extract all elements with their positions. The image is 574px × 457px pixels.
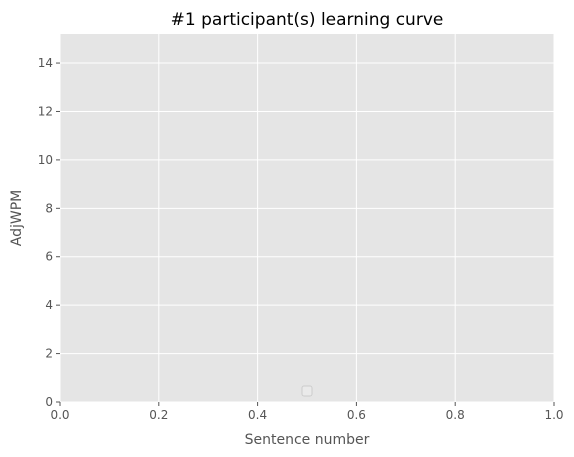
y-axis-label: AdjWPM: [9, 190, 25, 246]
legend: [301, 385, 313, 397]
y-tick-label: 14: [38, 56, 53, 70]
x-tick-label: 0.2: [149, 408, 168, 422]
y-tick-label: 8: [45, 201, 53, 215]
x-tick-label: 1.0: [544, 408, 563, 422]
y-tick-label: 0: [45, 395, 53, 409]
y-tick-label: 4: [45, 298, 53, 312]
legend-box: [301, 385, 313, 397]
x-axis-label: Sentence number: [245, 432, 370, 448]
grid-lines: [59, 34, 555, 403]
x-tick-label: 0.8: [446, 408, 465, 422]
x-tick-label: 0.6: [347, 408, 366, 422]
x-tick-label: 0.4: [248, 408, 267, 422]
x-tick-label: 0.0: [50, 408, 69, 422]
y-tick-label: 2: [45, 347, 53, 361]
axis-ticks: 0.0 0.2 0.4 0.6 0.8 1.0 0 2 4 6 8 10 12 14: [38, 56, 564, 422]
y-tick-label: 12: [38, 104, 53, 118]
y-tick-label: 10: [38, 153, 53, 167]
y-tick-label: 6: [45, 250, 53, 264]
plot-area: [60, 34, 554, 402]
chart-title: #1 participant(s) learning curve: [171, 10, 444, 30]
